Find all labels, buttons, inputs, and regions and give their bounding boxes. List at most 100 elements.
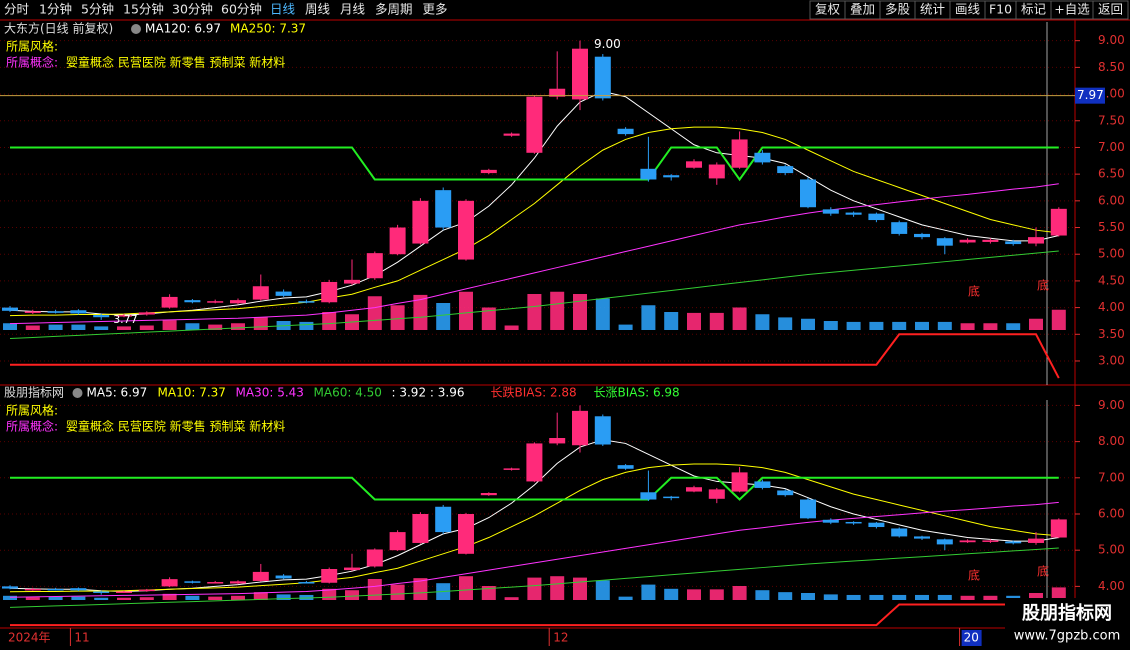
candle-body: [275, 575, 292, 579]
candle-body: [93, 591, 110, 593]
candle-body: [480, 493, 497, 496]
candle-body: [70, 588, 87, 591]
volume-bar: [367, 579, 382, 600]
candle-body: [686, 487, 702, 492]
candle-body: [914, 233, 930, 238]
volume-bar: [208, 324, 223, 330]
candle-body: [389, 532, 406, 551]
volume-bar: [915, 594, 929, 600]
volume-bar: [48, 596, 63, 600]
toolbar-button[interactable]: 标记: [1021, 2, 1047, 17]
candle-body: [252, 571, 269, 581]
candle-body: [800, 179, 816, 208]
toolbar-button[interactable]: 日线: [270, 2, 296, 17]
candle-body: [458, 200, 474, 260]
candle-body: [138, 312, 155, 315]
volume-bar: [71, 596, 86, 600]
settings-icon[interactable]: [131, 24, 141, 34]
toolbar-button[interactable]: 周线: [305, 2, 331, 17]
y-tick-label: 9.00: [1098, 33, 1125, 47]
concept-label: 所属概念:: [6, 55, 58, 70]
toolbar-button[interactable]: 分时: [4, 2, 30, 17]
panel-title: 大东方(日线 前复权): [4, 21, 113, 36]
volume-bar: [117, 597, 131, 600]
volume-bar: [846, 321, 861, 330]
volume-bar: [185, 323, 200, 330]
toolbar-button[interactable]: 5分钟: [81, 2, 114, 17]
y-tick-label: 7.00: [1098, 470, 1125, 484]
toolbar-button[interactable]: 多周期: [375, 2, 413, 17]
volume-bar: [94, 597, 109, 600]
volume-bar: [1006, 595, 1021, 600]
candle-body: [321, 281, 338, 303]
volume-bar: [94, 326, 109, 330]
candle-body: [822, 209, 839, 214]
volume-bar: [755, 590, 770, 600]
volume-bar: [185, 595, 200, 600]
volume-bar: [801, 318, 815, 330]
candle-body: [731, 472, 748, 492]
candle-body: [549, 438, 566, 444]
toolbar-button[interactable]: F10: [989, 2, 1012, 17]
volume-bar: [983, 595, 998, 600]
candle-body: [366, 549, 383, 567]
toolbar-button[interactable]: 60分钟: [221, 2, 262, 17]
candle-body: [24, 588, 41, 591]
candle-body: [298, 582, 315, 584]
candle-body: [412, 200, 429, 244]
candle-body: [868, 522, 885, 528]
toolbar-button[interactable]: 15分钟: [123, 2, 164, 17]
candle-body: [526, 443, 543, 482]
candle-body: [207, 301, 224, 303]
toolbar-button[interactable]: 更多: [423, 2, 448, 17]
candle-body: [24, 311, 41, 313]
y-tick-label: 6.00: [1098, 193, 1125, 207]
volume-bar: [367, 296, 382, 330]
style-label: 所属风格:: [6, 403, 58, 418]
high-label: 9.00: [594, 37, 621, 51]
volume-bar: [253, 592, 268, 600]
candle-body: [526, 96, 543, 153]
volume-bar: [550, 576, 565, 600]
volume-bar: [687, 312, 701, 330]
toolbar-button[interactable]: 叠加: [850, 2, 875, 17]
toolbar-button[interactable]: 多股: [885, 2, 911, 17]
volume-bar: [390, 305, 405, 330]
toolbar-button[interactable]: 30分钟: [172, 2, 213, 17]
candle-body: [1028, 237, 1044, 244]
candle-body: [366, 253, 383, 279]
settings-icon[interactable]: [72, 388, 83, 398]
indicator-label: MA250: 7.37: [230, 22, 306, 36]
watermark-box: [1005, 598, 1130, 650]
volume-bar: [983, 323, 998, 330]
watermark-title: 股朋指标网: [1021, 602, 1112, 624]
volume-bar: [1029, 593, 1043, 600]
candle-body: [230, 300, 246, 304]
candle-body: [2, 307, 18, 311]
volume-bar: [595, 580, 610, 600]
candle-body: [344, 567, 360, 571]
indicator-label: MA5: 6.97: [87, 386, 148, 400]
toolbar-button[interactable]: +自选: [1054, 2, 1090, 17]
toolbar-button[interactable]: 1分钟: [39, 2, 72, 17]
candle-body: [435, 506, 452, 533]
candle-body: [207, 582, 224, 584]
toolbar-button[interactable]: 统计: [920, 2, 945, 17]
volume-bar: [527, 294, 542, 330]
indicator-label: 长跌BIAS: 2.88: [491, 385, 577, 400]
y-tick-label: 6.50: [1098, 167, 1125, 181]
toolbar-button[interactable]: 月线: [340, 2, 366, 17]
candle-body: [640, 168, 657, 180]
volume-bar: [618, 324, 633, 330]
toolbar-button[interactable]: 画线: [955, 2, 981, 17]
x-year-label: 2024年: [8, 631, 51, 645]
y-tick-label: 3.00: [1098, 353, 1125, 367]
y-tick-label: 3.50: [1098, 327, 1125, 341]
volume-bar: [117, 326, 131, 330]
volume-bar: [1006, 323, 1021, 330]
toolbar-button[interactable]: 复权: [815, 2, 841, 17]
candle-body: [800, 499, 816, 519]
toolbar-button[interactable]: 返回: [1098, 2, 1123, 17]
x-cursor-box: [961, 630, 982, 646]
ma-line: [9, 463, 1059, 593]
